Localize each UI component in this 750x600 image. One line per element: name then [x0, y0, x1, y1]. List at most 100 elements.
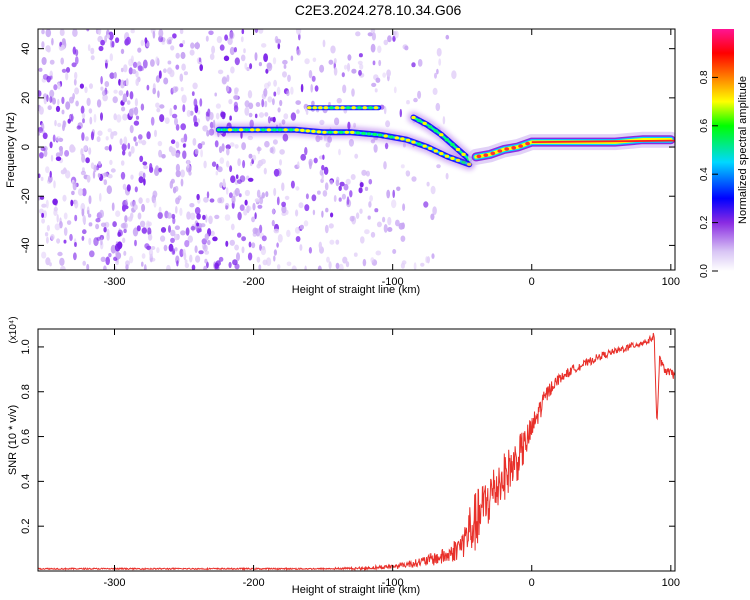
- noise-blob: [172, 217, 176, 225]
- main_track-peak: [361, 131, 366, 135]
- noise-blob: [100, 39, 105, 46]
- noise-blob: [372, 60, 376, 66]
- noise-blob: [53, 180, 56, 189]
- main_track-peak: [227, 128, 233, 132]
- noise-blob: [56, 238, 61, 244]
- noise-blob: [70, 113, 74, 122]
- snr-series-layer: [38, 332, 675, 571]
- noise-blob: [57, 251, 63, 257]
- noise-blob: [117, 231, 122, 237]
- noise-blob: [358, 53, 363, 58]
- noise-blob: [294, 226, 301, 234]
- noise-blob: [198, 250, 204, 255]
- main_track-peak: [294, 128, 299, 132]
- noise-blob: [248, 241, 252, 248]
- x-tick-label: -300: [103, 276, 125, 288]
- noise-blob: [364, 186, 369, 191]
- x-tick-label: -200: [243, 276, 265, 288]
- noise-blob: [300, 83, 304, 93]
- noise-blob: [284, 195, 290, 200]
- noise-blob: [400, 235, 406, 242]
- noise-blob: [256, 189, 261, 198]
- noise-blob: [346, 62, 351, 72]
- main_track-peak: [389, 135, 394, 139]
- noise-blob: [387, 35, 392, 43]
- noise-blob: [234, 244, 240, 251]
- noise-blob: [147, 227, 152, 235]
- noise-blob: [290, 55, 294, 61]
- noise-blob: [273, 228, 280, 234]
- noise-blob: [269, 147, 274, 154]
- noise-blob: [405, 170, 410, 175]
- noise-blob: [304, 147, 308, 156]
- noise-blob: [41, 203, 47, 208]
- noise-blob: [53, 84, 58, 91]
- noise-blob: [276, 196, 280, 206]
- noise-blob: [346, 196, 350, 206]
- noise-blob: [339, 181, 345, 187]
- noise-blob: [59, 29, 65, 36]
- noise-blob: [144, 243, 150, 249]
- noise-blob: [72, 181, 77, 191]
- noise-blob: [335, 179, 340, 187]
- noise-blob: [189, 203, 195, 208]
- noise-blob: [55, 105, 61, 112]
- noise-blob: [211, 45, 216, 54]
- snr-panel: -300 -200 -100 0 100 0.2 0.4 0.6 0.8 1.0 Height …: [7, 316, 680, 596]
- noise-blob: [57, 82, 61, 90]
- noise-blob: [129, 125, 134, 134]
- noise-blob: [147, 221, 152, 227]
- noise-blob: [150, 59, 155, 67]
- noise-blob: [325, 142, 331, 148]
- noise-blob: [266, 62, 272, 69]
- noise-blob: [90, 131, 95, 141]
- noise-blob: [85, 136, 89, 142]
- noise-blob: [225, 187, 229, 195]
- noise-blob: [45, 45, 51, 52]
- noise-blob: [38, 131, 41, 136]
- noise-blob: [164, 117, 170, 124]
- noise-blob: [326, 256, 330, 263]
- main_track-peak: [300, 128, 305, 132]
- main_track-peak: [372, 132, 377, 136]
- noise-blob: [104, 35, 107, 43]
- noise-blob: [158, 206, 162, 213]
- tone-peak: [504, 147, 510, 151]
- noise-blob: [80, 105, 85, 115]
- noise-blob: [103, 226, 107, 233]
- noise-blob: [263, 88, 268, 97]
- main_track-peak: [283, 128, 288, 132]
- noise-blob: [75, 56, 79, 65]
- noise-blob: [304, 265, 307, 270]
- noise-blob: [417, 59, 423, 67]
- noise-blob: [81, 208, 85, 217]
- noise-blob: [44, 232, 49, 237]
- noise-blob: [169, 69, 175, 78]
- noise-blob: [153, 199, 157, 208]
- noise-blob: [148, 248, 154, 257]
- noise-blob: [328, 261, 332, 270]
- noise-blob: [371, 32, 376, 41]
- noise-blob: [154, 129, 157, 138]
- noise-blob: [230, 175, 236, 183]
- noise-blob: [80, 148, 84, 156]
- noise-blob: [203, 265, 208, 270]
- noise-blob: [367, 32, 373, 37]
- noise-blob: [90, 162, 95, 169]
- noise-blob: [242, 160, 246, 169]
- noise-blob: [411, 176, 417, 182]
- noise-blob: [260, 247, 267, 256]
- noise-blob: [364, 229, 370, 235]
- main_track-peak: [333, 130, 338, 134]
- noise-blob: [430, 185, 436, 195]
- noise-blob: [88, 108, 93, 114]
- noise-blob: [300, 153, 307, 161]
- noise-blob: [319, 169, 324, 176]
- noise-blob: [85, 157, 90, 164]
- noise-blob: [122, 222, 128, 230]
- upper_track-peak: [373, 106, 379, 110]
- noise-blob: [226, 74, 230, 83]
- noise-blob: [256, 256, 261, 263]
- snr-y-axis-label: SNR (10 * v/v): [7, 405, 19, 475]
- noise-blob: [64, 150, 70, 157]
